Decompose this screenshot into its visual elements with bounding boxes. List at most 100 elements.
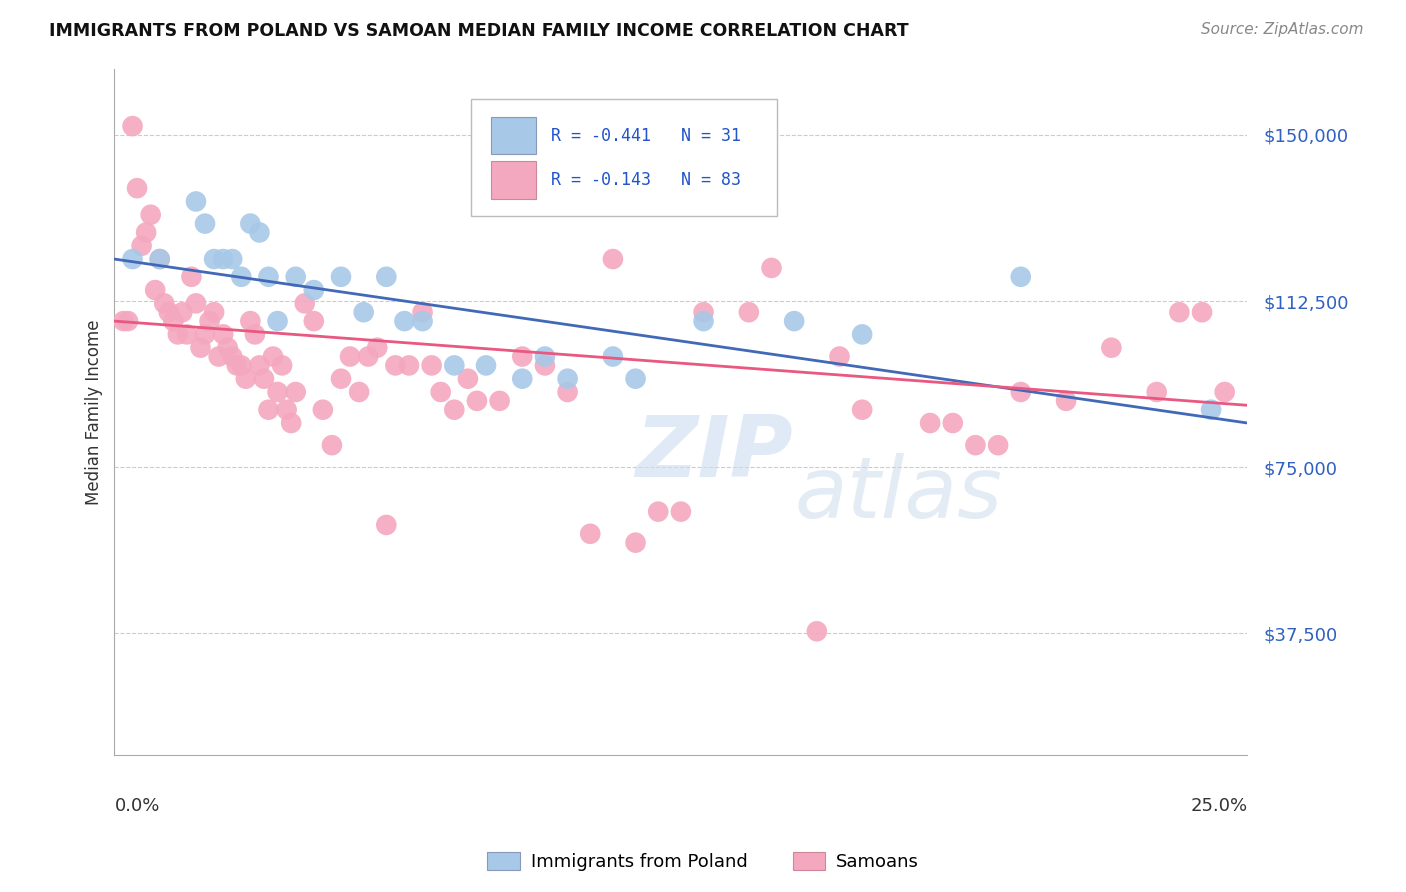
Point (202, 305, 225, 319)
Point (510, 372, 533, 386)
Point (221, 350, 243, 364)
Point (420, 359, 443, 373)
Point (828, 350, 851, 364)
Point (510, 350, 533, 364)
Point (198, 314, 221, 328)
Point (602, 252, 624, 266)
Point (692, 305, 714, 319)
Legend: Immigrants from Poland, Samoans: Immigrants from Poland, Samoans (479, 845, 927, 879)
Point (624, 372, 647, 386)
Point (557, 372, 579, 386)
Point (488, 393, 510, 408)
Point (125, 181, 148, 195)
Text: R = -0.441   N = 31: R = -0.441 N = 31 (551, 127, 741, 145)
Point (557, 384, 579, 399)
Point (249, 359, 271, 373)
Point (221, 252, 243, 266)
Point (851, 327, 873, 342)
Text: IMMIGRANTS FROM POLAND VS SAMOAN MEDIAN FAMILY INCOME CORRELATION CHART: IMMIGRANTS FROM POLAND VS SAMOAN MEDIAN … (49, 22, 908, 40)
Point (266, 314, 288, 328)
Point (176, 327, 198, 342)
Point (443, 402, 465, 417)
Point (366, 341, 388, 355)
Point (1168, 305, 1191, 319)
Point (412, 305, 434, 319)
Point (1199, 402, 1222, 417)
Point (398, 359, 420, 373)
Point (302, 283, 325, 297)
Point (312, 402, 335, 417)
Point (1213, 384, 1236, 399)
Point (353, 305, 375, 319)
Point (266, 384, 288, 399)
Point (987, 438, 1010, 452)
Point (942, 416, 965, 430)
Point (624, 535, 647, 549)
Point (1146, 384, 1168, 399)
Point (294, 296, 316, 310)
Point (139, 208, 162, 222)
Point (249, 226, 271, 240)
Text: atlas: atlas (794, 453, 1002, 536)
Point (257, 269, 280, 284)
Point (602, 350, 624, 364)
Point (330, 269, 353, 284)
Point (121, 119, 143, 133)
Point (1191, 305, 1213, 319)
Point (692, 314, 714, 328)
Point (284, 384, 307, 399)
Point (239, 314, 262, 328)
Point (475, 359, 498, 373)
Point (394, 314, 416, 328)
Text: 0.0%: 0.0% (114, 797, 160, 814)
Point (579, 526, 602, 541)
Point (239, 217, 262, 231)
Point (271, 359, 294, 373)
Point (429, 384, 451, 399)
Point (135, 226, 157, 240)
Point (347, 384, 370, 399)
Point (121, 252, 143, 266)
Point (330, 372, 353, 386)
Point (339, 350, 361, 364)
Point (257, 402, 280, 417)
Point (851, 402, 873, 417)
Point (180, 269, 202, 284)
Point (194, 217, 217, 231)
Text: Source: ZipAtlas.com: Source: ZipAtlas.com (1201, 22, 1364, 37)
Point (276, 402, 298, 417)
Text: ZIP: ZIP (636, 411, 793, 495)
Point (112, 314, 135, 328)
Text: R = -0.143   N = 83: R = -0.143 N = 83 (551, 171, 741, 189)
Point (534, 359, 557, 373)
Point (208, 350, 231, 364)
Point (243, 327, 266, 342)
Point (235, 372, 257, 386)
Point (647, 505, 669, 519)
Point (225, 359, 247, 373)
Point (143, 283, 166, 297)
Point (1010, 384, 1032, 399)
Point (321, 438, 343, 452)
Point (1010, 269, 1032, 284)
Point (457, 372, 479, 386)
Point (280, 416, 302, 430)
Point (384, 359, 406, 373)
Point (534, 350, 557, 364)
Point (231, 359, 253, 373)
Point (157, 305, 180, 319)
Point (217, 341, 239, 355)
Point (190, 341, 212, 355)
Point (357, 350, 380, 364)
Point (153, 296, 176, 310)
Point (669, 505, 692, 519)
Point (738, 305, 761, 319)
Y-axis label: Median Family Income: Median Family Income (86, 319, 103, 505)
Point (375, 517, 398, 532)
Point (783, 314, 806, 328)
Point (212, 327, 235, 342)
Point (162, 314, 184, 328)
FancyBboxPatch shape (471, 99, 778, 216)
Point (166, 327, 188, 342)
Point (1054, 393, 1077, 408)
